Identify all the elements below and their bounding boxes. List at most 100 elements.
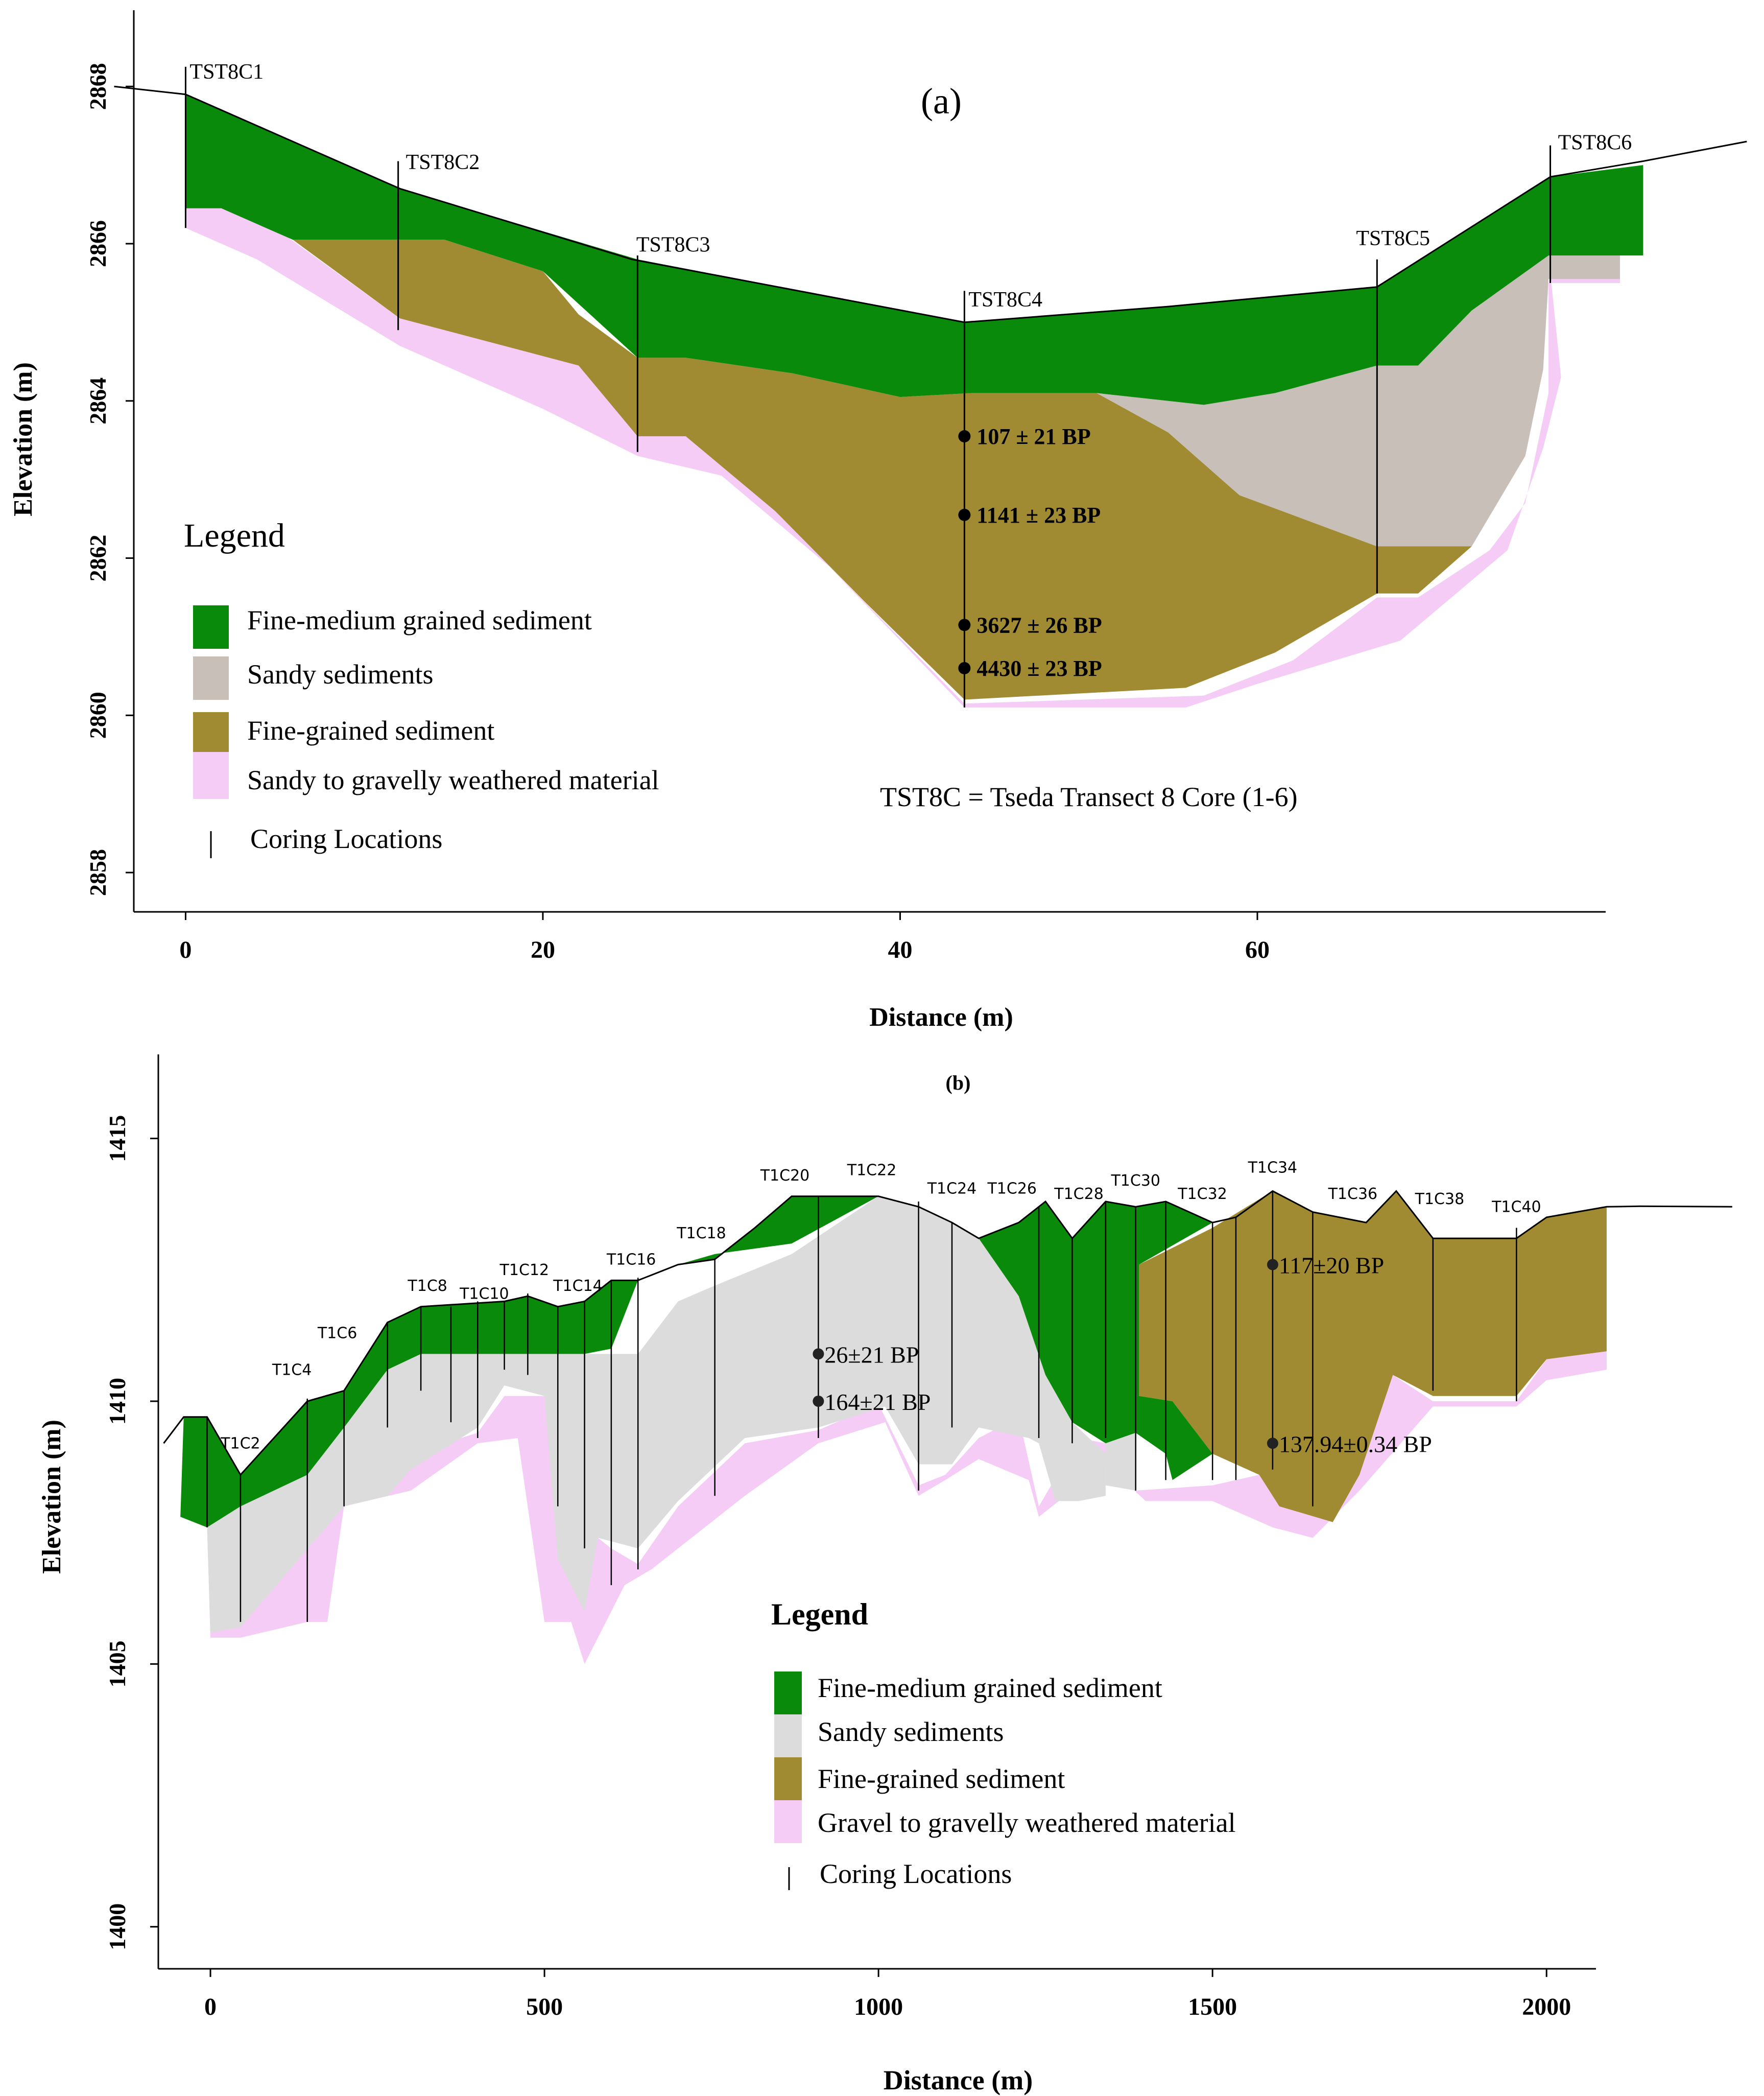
a-legend-title: Legend bbox=[184, 517, 285, 554]
a-legend: Legend Fine-medium grained sediment Sand… bbox=[184, 517, 659, 858]
panel-a: TST8C1 TST8C2 TST8C3 TST8C4 TST8C5 TST8C6 107… bbox=[9, 10, 1747, 1032]
b-x-tick-label: 500 bbox=[526, 1993, 563, 2020]
b-legend-label-sandy: Sandy sediments bbox=[818, 1716, 1004, 1747]
a-date-label-1: 1141 ± 23 BP bbox=[976, 503, 1101, 528]
a-title: (a) bbox=[921, 81, 962, 122]
a-layer-fine bbox=[293, 240, 1472, 700]
b-core-label-t1c6: T1C6 bbox=[317, 1325, 357, 1343]
a-layer-fine-medium bbox=[185, 94, 1643, 405]
b-core-label-t1c30: T1C30 bbox=[1110, 1172, 1160, 1190]
b-date-label-0: 26±21 BP bbox=[824, 1341, 919, 1368]
a-y-tick-label: 2860 bbox=[85, 692, 111, 739]
b-core-label-t1c26: T1C26 bbox=[987, 1180, 1037, 1198]
b-layer-sandy-a bbox=[207, 1196, 1106, 1633]
a-x-tick-label: 0 bbox=[179, 936, 192, 963]
b-legend-label-weathered: Gravel to gravelly weathered material bbox=[818, 1807, 1236, 1838]
b-y-tick-label: 1410 bbox=[104, 1378, 130, 1425]
b-xlabel: Distance (m) bbox=[884, 2065, 1033, 2095]
b-date-label-1: 164±21 BP bbox=[824, 1389, 931, 1415]
a-x-tick-label: 20 bbox=[531, 936, 555, 963]
b-core-label-t1c18: T1C18 bbox=[676, 1224, 726, 1242]
b-core-label-t1c32: T1C32 bbox=[1177, 1185, 1227, 1203]
a-legend-swatch-weathered bbox=[193, 752, 229, 799]
a-core-label-tst8c2: TST8C2 bbox=[406, 151, 480, 174]
b-legend-swatch-sandy bbox=[774, 1714, 802, 1757]
b-core-label-t1c34: T1C34 bbox=[1248, 1159, 1298, 1176]
a-surface bbox=[114, 85, 1747, 323]
a-legend-swatch-sandy bbox=[193, 656, 229, 700]
a-y-tick-label: 2862 bbox=[85, 535, 111, 582]
a-legend-label-fine-medium: Fine-medium grained sediment bbox=[247, 605, 592, 635]
b-dates: 26±21 BP 164±21 BP 117±20 BP 137.94±0.34 BP bbox=[813, 1252, 1432, 1457]
a-date-point-2 bbox=[958, 619, 971, 631]
b-legend-label-fine-medium: Fine-medium grained sediment bbox=[818, 1673, 1162, 1703]
a-legend-label-weathered: Sandy to gravelly weathered material bbox=[247, 765, 659, 795]
b-core-label-t1c28: T1C28 bbox=[1054, 1185, 1104, 1203]
b-legend-swatch-weathered bbox=[774, 1800, 802, 1843]
b-legend-swatch-fine bbox=[774, 1757, 802, 1800]
b-date-point-1 bbox=[813, 1395, 824, 1407]
a-legend-label-core: Coring Locations bbox=[250, 823, 442, 854]
b-core-label-t1c2: T1C2 bbox=[220, 1435, 260, 1453]
b-layer-sandy-b bbox=[1105, 1432, 1136, 1491]
b-core-label-t1c16: T1C16 bbox=[606, 1251, 656, 1268]
a-date-point-0 bbox=[958, 430, 971, 443]
a-axes: 0 20 40 60 2858 2860 2862 2864 2866 2868 bbox=[85, 10, 1606, 963]
b-surface bbox=[163, 1190, 1732, 1476]
b-core-label-t1c10: T1C10 bbox=[459, 1285, 509, 1303]
b-date-label-2: 117±20 BP bbox=[1279, 1252, 1384, 1278]
b-x-tick-label: 2000 bbox=[1522, 1993, 1571, 2020]
b-y-tick-label: 1400 bbox=[104, 1903, 130, 1950]
a-layer-sandy bbox=[1096, 255, 1620, 547]
a-layers bbox=[185, 94, 1643, 708]
b-date-label-3: 137.94±0.34 BP bbox=[1279, 1431, 1432, 1457]
b-legend: Legend Fine-medium grained sediment Sand… bbox=[771, 1597, 1236, 1890]
b-y-tick-label: 1415 bbox=[104, 1115, 130, 1162]
b-core-label-t1c24: T1C24 bbox=[927, 1180, 977, 1198]
b-core-label-t1c12: T1C12 bbox=[499, 1261, 550, 1279]
b-legend-label-fine: Fine-grained sediment bbox=[818, 1763, 1065, 1794]
b-core-label-t1c14: T1C14 bbox=[553, 1277, 603, 1295]
a-core-label-tst8c5: TST8C5 bbox=[1356, 227, 1430, 250]
b-core-label-t1c22: T1C22 bbox=[847, 1162, 897, 1180]
b-date-point-2 bbox=[1267, 1259, 1278, 1270]
b-core-label-t1c20: T1C20 bbox=[760, 1167, 810, 1185]
a-date-point-3 bbox=[958, 662, 971, 674]
a-y-tick-label: 2868 bbox=[85, 63, 111, 110]
a-date-label-3: 4430 ± 23 BP bbox=[976, 656, 1102, 681]
b-title: (b) bbox=[946, 1071, 971, 1094]
a-x-tick-label: 60 bbox=[1245, 936, 1270, 963]
b-core-label-t1c36: T1C36 bbox=[1328, 1185, 1378, 1203]
b-date-point-0 bbox=[813, 1348, 824, 1360]
a-note: TST8C = Tseda Transect 8 Core (1-6) bbox=[880, 782, 1298, 812]
b-layer-fine-medium-b bbox=[979, 1202, 1213, 1480]
b-ground-surface bbox=[163, 1190, 1732, 1476]
b-layer-fine bbox=[1139, 1191, 1607, 1522]
b-axes: 0 500 1000 1500 2000 1400 1405 1410 1415 bbox=[104, 1054, 1596, 2020]
a-y-tick-label: 2864 bbox=[85, 378, 111, 425]
b-x-tick-label: 1000 bbox=[854, 1993, 903, 2020]
a-legend-label-sandy: Sandy sediments bbox=[247, 659, 433, 690]
a-date-label-0: 107 ± 21 BP bbox=[976, 424, 1090, 449]
a-legend-label-fine: Fine-grained sediment bbox=[247, 715, 494, 746]
a-core-label-tst8c1: TST8C1 bbox=[189, 60, 264, 84]
a-core-label-tst8c3: TST8C3 bbox=[636, 233, 710, 256]
b-core-label-t1c40: T1C40 bbox=[1491, 1198, 1541, 1216]
a-core-label-tst8c6: TST8C6 bbox=[1558, 131, 1632, 154]
b-core-label-t1c4: T1C4 bbox=[272, 1361, 312, 1379]
a-cores: TST8C1 TST8C2 TST8C3 TST8C4 TST8C5 TST8C6 bbox=[184, 60, 1632, 708]
b-legend-swatch-fine-medium bbox=[774, 1671, 802, 1714]
b-legend-title: Legend bbox=[771, 1597, 868, 1631]
a-date-point-1 bbox=[958, 508, 971, 521]
a-ground-surface bbox=[114, 85, 1747, 323]
a-dates: 107 ± 21 BP 1141 ± 23 BP 3627 ± 26 BP 4430 … bbox=[958, 424, 1102, 681]
a-xlabel: Distance (m) bbox=[869, 1003, 1013, 1032]
a-legend-swatch-fine bbox=[193, 712, 229, 756]
b-date-point-3 bbox=[1267, 1438, 1278, 1449]
a-date-label-2: 3627 ± 26 BP bbox=[976, 613, 1102, 638]
a-y-tick-label: 2866 bbox=[85, 220, 111, 267]
b-legend-label-core: Coring Locations bbox=[820, 1858, 1012, 1889]
